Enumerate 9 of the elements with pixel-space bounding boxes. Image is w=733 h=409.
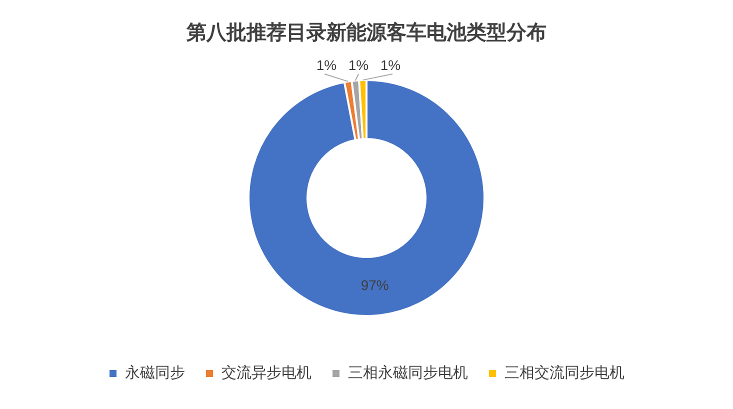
data-label: 1% (348, 56, 369, 73)
legend-label: 三相交流同步电机 (504, 363, 624, 382)
legend-label: 永磁同步 (125, 363, 185, 382)
data-label: 1% (316, 56, 337, 73)
data-label: 97% (360, 276, 389, 293)
chart-title: 第八批推荐目录新能源客车电池类型分布 (186, 20, 546, 44)
legend-label: 交流异步电机 (222, 363, 312, 382)
data-label: 1% (380, 56, 401, 73)
legend-label: 三相永磁同步电机 (348, 363, 468, 382)
